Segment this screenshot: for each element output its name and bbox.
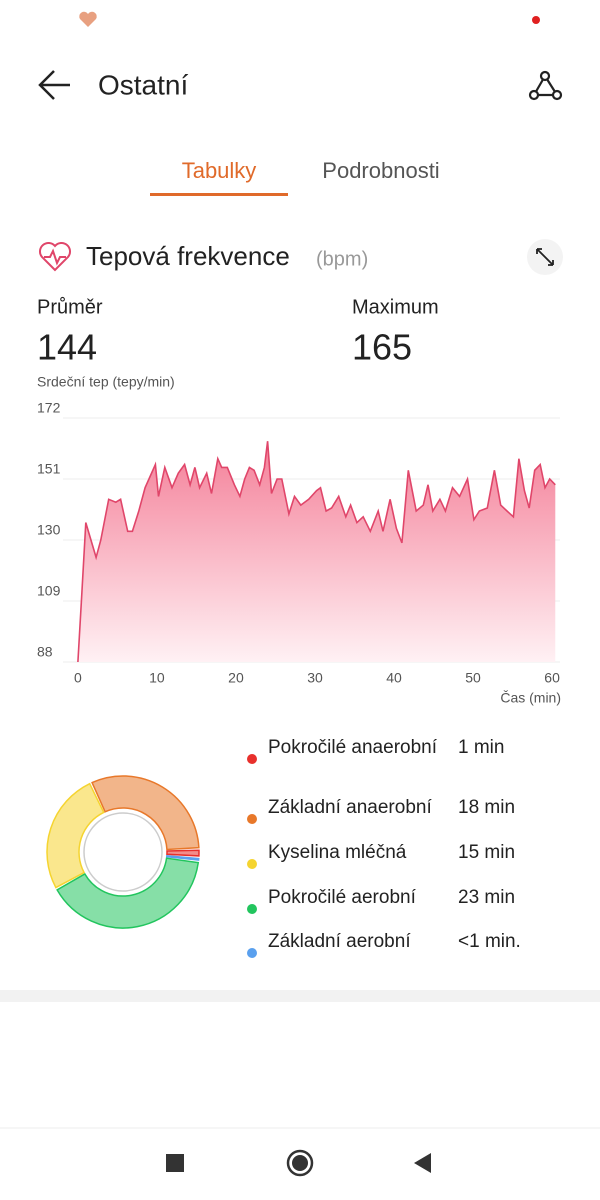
legend-label: Kyselina mléčná (268, 842, 407, 863)
legend-label: Základní anaerobní (268, 797, 432, 818)
legend-label: Základní aerobní (268, 931, 411, 952)
back-button[interactable] (38, 70, 70, 100)
stat-value: 144 (37, 327, 97, 368)
stat-label: Průměr (37, 296, 103, 318)
y-tick-label: 172 (37, 400, 61, 416)
tab-indicator (150, 193, 288, 196)
y-tick-label: 109 (37, 583, 61, 599)
x-axis-label: Čas (min) (500, 690, 561, 706)
y-tick-label: 130 (37, 522, 61, 538)
legend-dot (247, 814, 257, 824)
page-title: Ostatní (98, 69, 188, 100)
status-dot (532, 16, 540, 24)
donut-segment (91, 775, 200, 851)
donut-center (83, 812, 163, 892)
legend-dot (247, 859, 257, 869)
status-icon (79, 11, 97, 27)
x-tick-label: 60 (544, 670, 560, 686)
donut-segment (165, 854, 200, 861)
legend-value: <1 min. (458, 931, 521, 952)
nav-recent[interactable] (166, 1154, 184, 1172)
divider (0, 990, 600, 1002)
x-tick-label: 0 (74, 670, 82, 686)
y-axis-label: Srdeční tep (tepy/min) (37, 374, 175, 390)
tab[interactable]: Podrobnosti (322, 158, 439, 183)
nav-back[interactable] (414, 1153, 431, 1173)
legend-label: Pokročilé anaerobní (268, 737, 437, 758)
tab[interactable]: Tabulky (182, 158, 257, 183)
y-tick-label: 151 (37, 461, 61, 477)
heart-icon (39, 242, 71, 272)
legend-dot (247, 754, 257, 764)
x-tick-label: 30 (307, 670, 323, 686)
donut-segment (166, 849, 200, 857)
line (77, 441, 556, 663)
expand-button[interactable] (527, 239, 563, 275)
section-title: Tepová frekvence (86, 241, 290, 271)
nav-home[interactable] (286, 1149, 314, 1177)
legend-value: 1 min (458, 737, 505, 758)
stat-label: Maximum (352, 296, 439, 318)
share-button[interactable] (528, 70, 563, 101)
legend-dot (247, 948, 257, 958)
legend-value: 15 min (458, 842, 516, 863)
unit: (bpm) (316, 248, 368, 270)
x-tick-label: 50 (465, 670, 481, 686)
area-fill (77, 441, 556, 662)
x-tick-label: 20 (228, 670, 244, 686)
donut-segment (46, 782, 105, 889)
legend-dot (247, 904, 257, 914)
stat-value: 165 (352, 327, 412, 368)
legend-value: 18 min (458, 797, 516, 818)
x-tick-label: 40 (386, 670, 402, 686)
legend-label: Pokročilé aerobní (268, 887, 416, 908)
donut-segment (56, 857, 200, 929)
legend-value: 23 min (458, 887, 516, 908)
x-tick-label: 10 (149, 670, 165, 686)
y-tick-label: 88 (37, 644, 53, 660)
